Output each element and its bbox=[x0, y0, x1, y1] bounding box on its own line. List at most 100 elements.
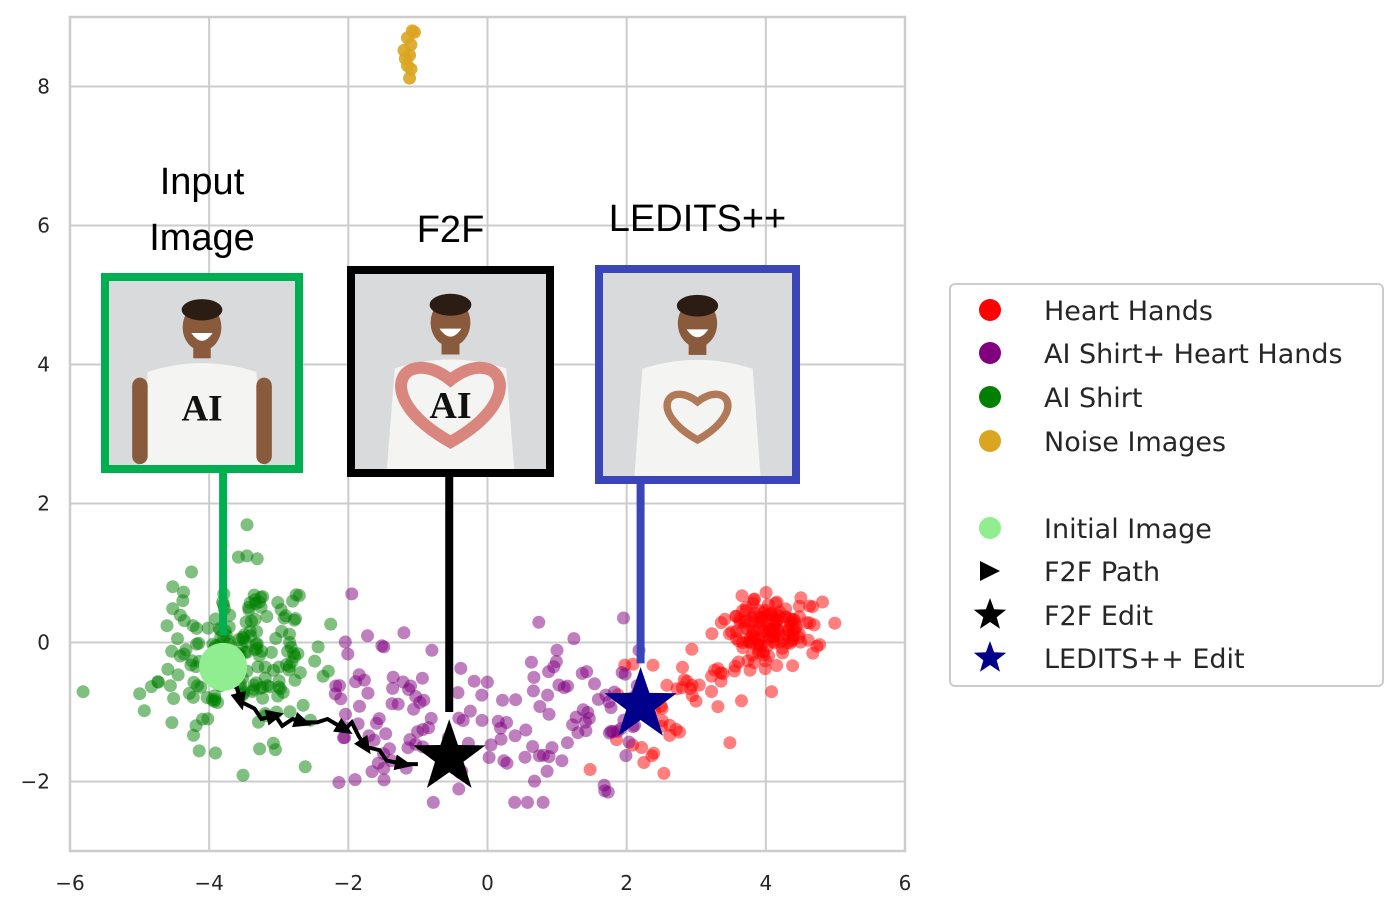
ai-shirt-point bbox=[160, 619, 174, 633]
heart-hands-point bbox=[705, 627, 719, 641]
ai-shirt-heart-hands-point bbox=[391, 697, 405, 711]
f2f-path-arrow bbox=[393, 754, 413, 771]
ai-shirt-point bbox=[250, 637, 264, 651]
ai-shirt-heart-hands-point bbox=[536, 795, 550, 809]
ai-shirt-point bbox=[177, 614, 191, 628]
legend-label: F2F Path bbox=[1044, 557, 1160, 588]
heart-hands-point bbox=[645, 749, 659, 763]
ai-shirt-heart-hands-point bbox=[542, 707, 556, 721]
heart-hands-point bbox=[729, 609, 743, 623]
heart-hands-point bbox=[783, 612, 797, 626]
ai-shirt-heart-hands-point bbox=[541, 688, 555, 702]
axes-border bbox=[68, 15, 907, 853]
ai-shirt-heart-hands-point bbox=[547, 660, 561, 674]
ai-shirt-point bbox=[266, 736, 280, 750]
ai-shirt-heart-hands-point bbox=[519, 723, 533, 737]
ai-shirt-point bbox=[166, 602, 180, 616]
ai-shirt-point bbox=[161, 662, 175, 676]
ai-shirt-point bbox=[272, 674, 286, 688]
ai-shirt-point bbox=[271, 596, 285, 609]
legend-box bbox=[949, 283, 1384, 687]
ai-shirt-point bbox=[260, 610, 274, 623]
ai-shirt-heart-hands-point bbox=[494, 732, 508, 746]
person-arm bbox=[256, 377, 272, 465]
shirt-print: AI bbox=[181, 388, 222, 429]
ai-shirt-heart-hands-point bbox=[622, 735, 636, 749]
ai-shirt-heart-hands-point bbox=[526, 684, 540, 698]
heart-hands-point bbox=[583, 763, 597, 776]
ai-shirt-heart-hands-point bbox=[601, 785, 615, 799]
heart-hands bbox=[663, 390, 732, 445]
ai-shirt-point bbox=[298, 760, 312, 774]
legend-marker bbox=[979, 342, 1001, 364]
legend-label: F2F Edit bbox=[1044, 601, 1153, 632]
heart-hands-point bbox=[737, 622, 751, 636]
legend-label: Noise Images bbox=[1044, 427, 1226, 458]
panel-connectors bbox=[219, 469, 645, 712]
ai-shirt-point bbox=[76, 685, 90, 699]
y-tick-label: 2 bbox=[37, 492, 50, 516]
heart-hands-point bbox=[692, 678, 706, 692]
heart-hands-point bbox=[828, 616, 842, 630]
heart-hands-point bbox=[776, 634, 790, 648]
ai-shirt-heart-hands-point bbox=[508, 795, 522, 809]
heart-hands-point bbox=[685, 642, 699, 656]
ai-shirt-point bbox=[308, 654, 322, 668]
ledits-edit-star bbox=[604, 667, 677, 736]
y-tick-label: 0 bbox=[37, 631, 50, 655]
y-tick-label: 8 bbox=[37, 75, 50, 99]
x-tick-label: −4 bbox=[194, 871, 223, 895]
heart-hands-point bbox=[676, 660, 689, 674]
ai-shirt-point bbox=[267, 663, 280, 677]
person-shirt bbox=[386, 359, 515, 469]
ai-shirt-point bbox=[209, 746, 222, 760]
ai-shirt-point bbox=[283, 627, 296, 641]
legend-marker bbox=[979, 386, 1001, 408]
ai-shirt-heart-hands-point bbox=[619, 749, 633, 763]
ai-shirt-point bbox=[208, 689, 222, 703]
ai-shirt-heart-hands-point bbox=[526, 740, 540, 753]
ai-shirt-point bbox=[269, 632, 283, 645]
ai-shirt-heart-hands-point bbox=[411, 725, 424, 739]
legend-label: Heart Hands bbox=[1044, 296, 1213, 327]
legend-marker bbox=[979, 299, 1001, 321]
ai-shirt-point bbox=[244, 614, 258, 628]
ai-shirt-point bbox=[283, 705, 297, 719]
ai-shirt-heart-hands-point bbox=[370, 716, 383, 730]
noise-point bbox=[403, 71, 417, 85]
heart-hands-point bbox=[794, 635, 808, 649]
ai-shirt-heart-hands-point bbox=[338, 635, 352, 649]
heart-hands-point bbox=[689, 694, 703, 708]
heart-hands bbox=[395, 361, 506, 449]
ai-shirt-heart-hands-point bbox=[454, 661, 468, 675]
heart-hands-point bbox=[759, 586, 773, 599]
heart-hands-point bbox=[803, 616, 817, 630]
f2f-path-arrow bbox=[333, 717, 353, 735]
ai-shirt-heart-hands-point bbox=[588, 677, 601, 691]
ai-shirt-point bbox=[166, 580, 180, 594]
ai-shirt-heart-hands-point bbox=[497, 754, 511, 768]
f2f-edit-star bbox=[413, 719, 486, 788]
f2f-path-arrow bbox=[230, 690, 247, 711]
ai-shirt-heart-hands-point bbox=[482, 751, 496, 764]
ai-shirt-point bbox=[192, 744, 206, 758]
y-tick-label: 4 bbox=[37, 353, 50, 377]
f2f-path-arrow bbox=[264, 709, 285, 726]
initial-image-marker bbox=[199, 642, 248, 691]
f2f-path bbox=[222, 678, 418, 771]
ai-shirt-point bbox=[240, 518, 254, 532]
legend-marker bbox=[973, 598, 1007, 629]
f2f-path-line bbox=[222, 678, 418, 767]
ai-shirt-heart-hands-point bbox=[452, 782, 466, 796]
legend: Heart Hands AI Shirt+ Heart Hands AI Shirt… bbox=[949, 283, 1384, 687]
axis-ticks: −6 −4 −2 0 2 4 6 −2 0 2 4 6 8 bbox=[21, 75, 912, 896]
y-tick-label: −2 bbox=[21, 770, 50, 794]
ai-shirt-heart-hands-point bbox=[496, 693, 509, 707]
panel-title: Input bbox=[160, 161, 245, 203]
legend-label: AI Shirt bbox=[1044, 383, 1142, 414]
heart-hands-point bbox=[670, 682, 684, 696]
heart-hands-point bbox=[714, 616, 728, 630]
ai-shirt-point bbox=[191, 679, 204, 693]
ai-shirt-heart-hands-point bbox=[341, 647, 355, 661]
ai-shirt-heart-hands-point bbox=[528, 774, 541, 788]
